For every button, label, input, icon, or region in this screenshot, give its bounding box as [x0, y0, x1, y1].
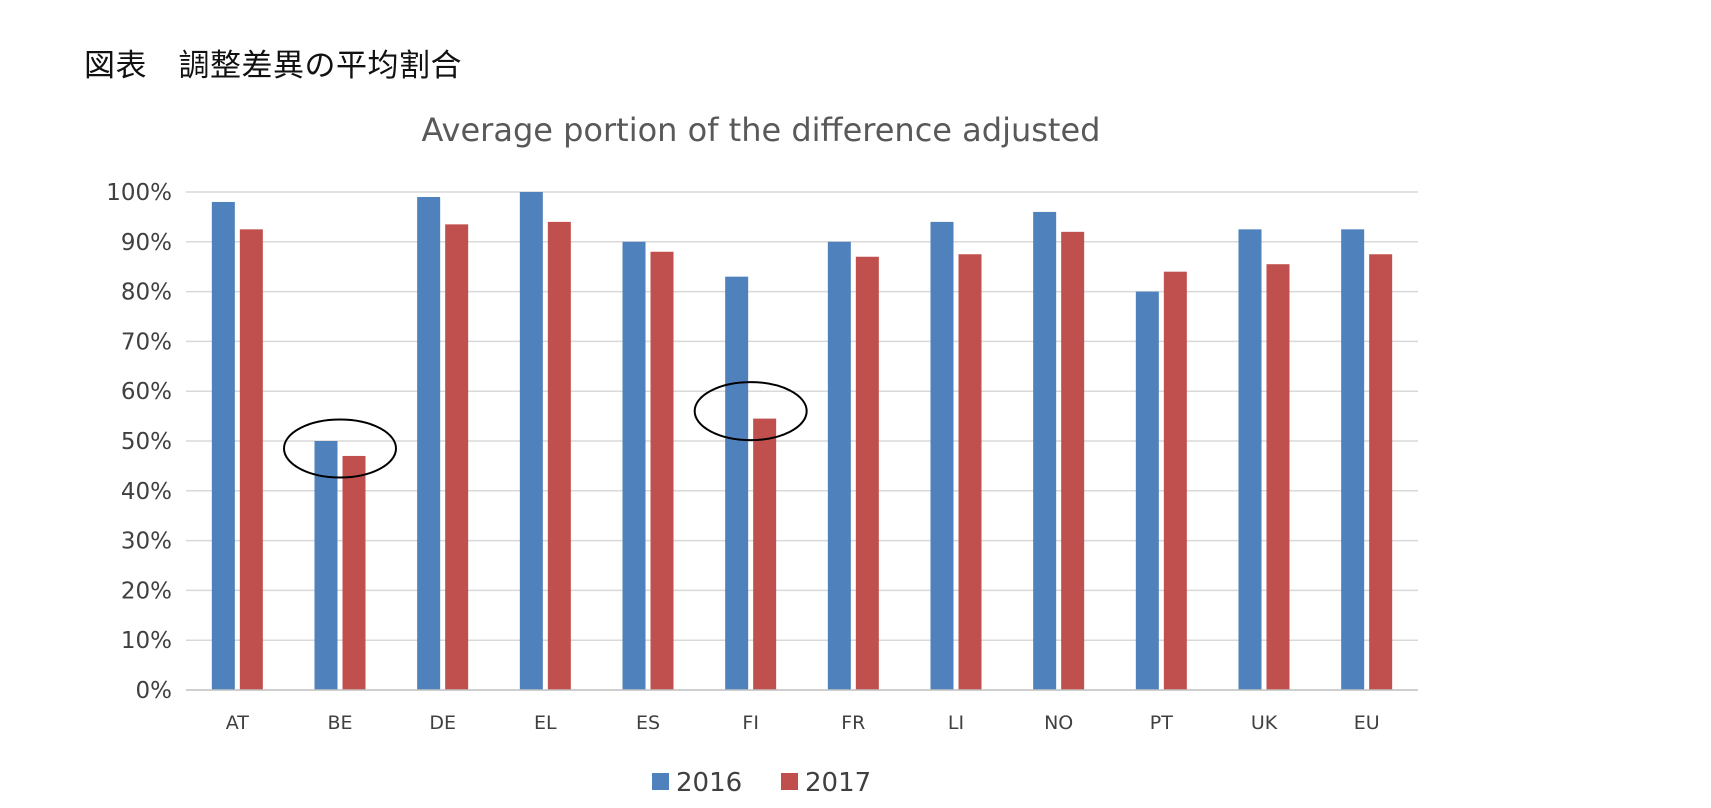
- gridlines: [186, 191, 1418, 641]
- bar-2016-AT: [211, 201, 235, 690]
- y-tick-label: 40%: [121, 479, 172, 505]
- legend-swatch-2017: [781, 773, 798, 790]
- bar-2017-EU: [1369, 254, 1393, 690]
- bar-2016-BE: [314, 441, 338, 690]
- y-tick-label: 60%: [121, 379, 172, 405]
- highlight-ellipse-BE: [283, 418, 397, 479]
- chart-title: Average portion of the difference adjust…: [422, 111, 1101, 149]
- bar-2017-FR: [855, 256, 879, 690]
- x-tick-label: ES: [636, 712, 660, 734]
- bar-2016-ES: [622, 241, 646, 691]
- bar-2016-EU: [1341, 229, 1365, 690]
- y-tick-label: 10%: [121, 628, 172, 654]
- bar-2017-FI: [753, 418, 777, 690]
- x-tick-label: PT: [1150, 712, 1173, 734]
- bar-2016-FR: [827, 241, 851, 691]
- highlight-ellipse-FI: [693, 381, 808, 442]
- bar-2016-EL: [519, 192, 543, 690]
- x-tick-label: NO: [1044, 712, 1073, 734]
- bar-2016-FI: [725, 276, 749, 690]
- x-tick-label: FI: [742, 712, 759, 734]
- x-tick-label: FR: [841, 712, 865, 734]
- figure-caption: 図表 調整差異の平均割合: [84, 48, 462, 84]
- legend: 2016 2017: [652, 768, 871, 798]
- bar-2017-ES: [650, 251, 674, 690]
- legend-label-2016: 2016: [676, 768, 742, 798]
- bar-2016-UK: [1238, 229, 1262, 690]
- x-tick-label: UK: [1251, 712, 1278, 734]
- x-tick-label: DE: [429, 712, 456, 734]
- y-axis: 0% 10% 20% 30% 40% 50% 60% 70% 80% 90% 100%: [106, 180, 172, 704]
- legend-swatch-2016: [652, 773, 669, 790]
- bar-2017-DE: [445, 224, 469, 690]
- bar-2017-BE: [342, 455, 366, 690]
- bar-2017-LI: [958, 254, 982, 690]
- bar-2017-UK: [1266, 264, 1290, 690]
- x-tick-label: EU: [1354, 712, 1380, 734]
- bars: [211, 192, 1393, 691]
- x-axis: AT BE DE EL ES FI FR LI NO PT UK EU: [186, 689, 1418, 734]
- x-tick-label: LI: [948, 712, 964, 734]
- bar-2017-EL: [547, 221, 571, 690]
- bar-2016-DE: [417, 196, 441, 691]
- bar-2016-NO: [1033, 211, 1057, 691]
- y-tick-label: 50%: [121, 429, 172, 455]
- bar-2017-PT: [1163, 271, 1187, 690]
- legend-label-2017: 2017: [805, 768, 871, 798]
- bar-2016-LI: [930, 221, 954, 690]
- y-tick-label: 70%: [121, 329, 172, 355]
- bar-2016-PT: [1135, 291, 1159, 690]
- y-tick-label: 30%: [121, 529, 172, 555]
- y-tick-label: 20%: [121, 578, 172, 604]
- annotations: [283, 381, 808, 479]
- bar-2017-AT: [239, 229, 263, 690]
- x-tick-label: BE: [327, 712, 352, 734]
- y-tick-label: 90%: [121, 230, 172, 256]
- bar-2017-NO: [1061, 231, 1085, 690]
- y-tick-label: 0%: [136, 678, 173, 704]
- y-tick-label: 80%: [121, 280, 172, 306]
- x-tick-label: AT: [226, 712, 250, 734]
- x-tick-label: EL: [534, 712, 557, 734]
- y-tick-label: 100%: [106, 180, 172, 206]
